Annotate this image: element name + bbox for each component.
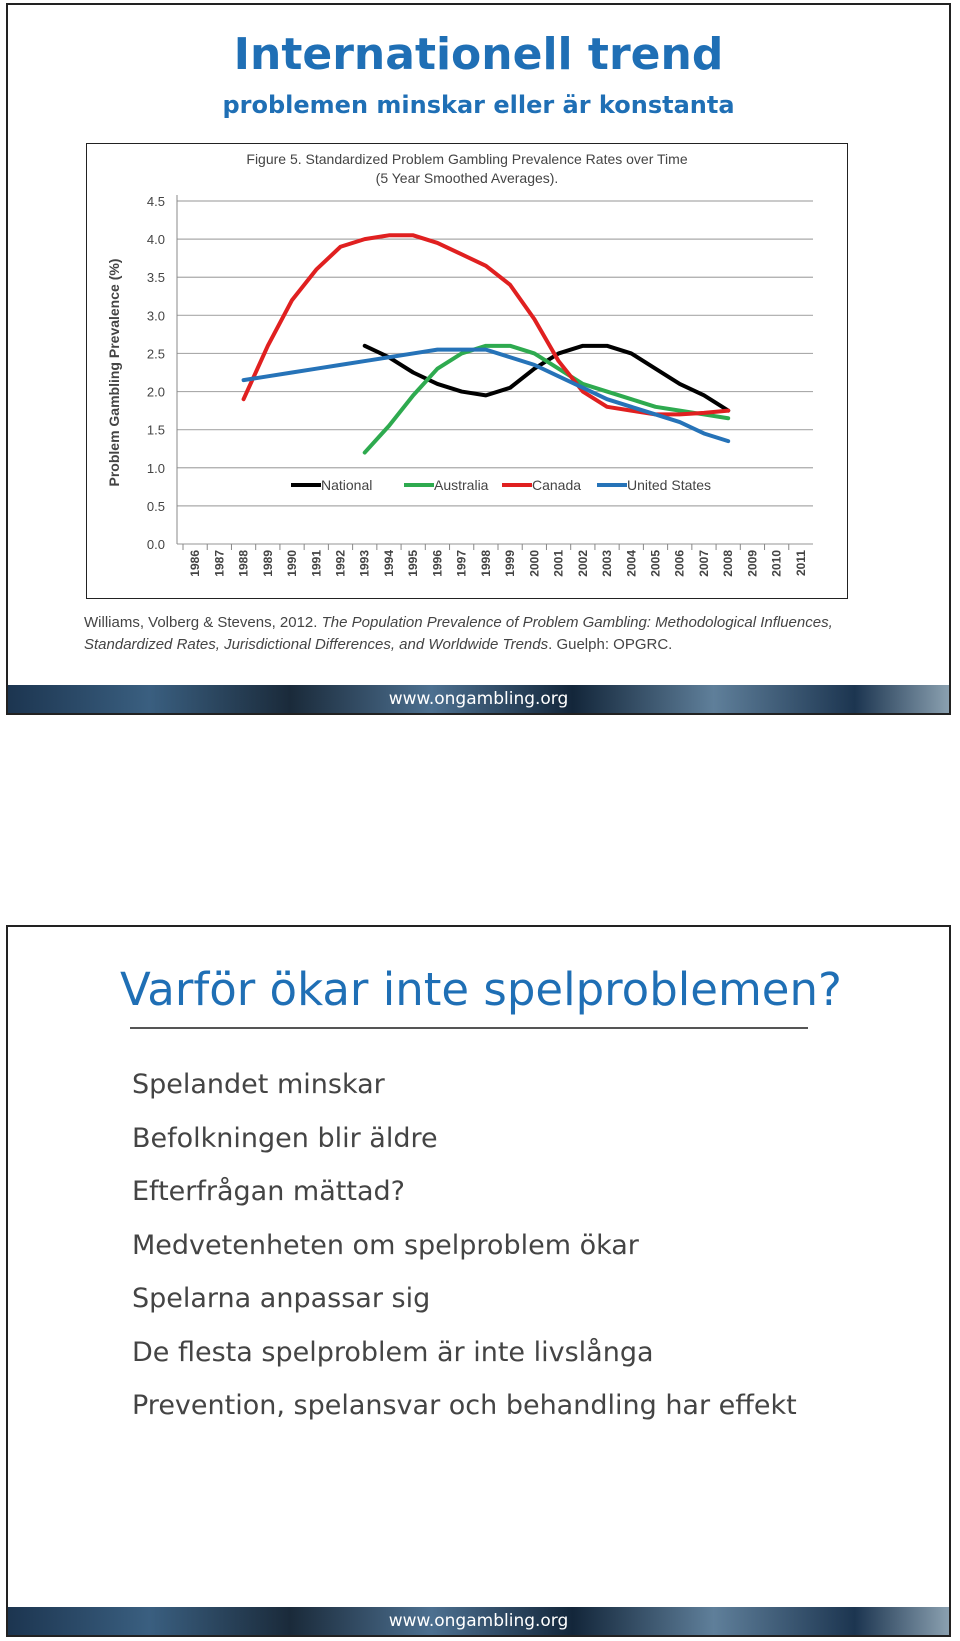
x-tick-label: 2000 <box>527 550 541 577</box>
x-tick-label: 1987 <box>212 550 226 577</box>
chart: Figure 5. Standardized Problem Gambling … <box>86 143 848 599</box>
y-tick-label: 3.0 <box>147 308 165 323</box>
x-tick-label: 1992 <box>334 550 348 577</box>
x-tick-label: 1986 <box>188 550 202 577</box>
series-line <box>241 233 731 417</box>
x-tick-label: 2008 <box>721 550 735 577</box>
footer-url: www.ongambling.org <box>388 689 569 709</box>
citation-publisher: . Guelph: OPGRC. <box>548 636 673 653</box>
list-item: Efterfrågan mättad? <box>132 1176 405 1207</box>
citation-work: The Population Prevalence of Problem Gam… <box>84 614 833 653</box>
slide: Internationell trend problemen minskar e… <box>6 3 951 715</box>
x-tick-label: 2003 <box>600 550 614 577</box>
legend-label: Australia <box>434 477 489 493</box>
chart-subtitle: (5 Year Smoothed Averages). <box>376 170 559 186</box>
y-tick-label: 1.0 <box>147 461 165 476</box>
x-tick-label: 2006 <box>673 550 687 577</box>
list-item: Spelandet minskar <box>132 1069 385 1100</box>
legend-label: Canada <box>532 477 581 493</box>
list-item: Spelarna anpassar sig <box>132 1283 431 1314</box>
x-tick-label: 1995 <box>406 550 420 577</box>
x-tick-label: 1988 <box>237 550 251 577</box>
citation-authors: Williams, Volberg & Stevens, 2012. <box>84 614 318 631</box>
x-tick-label: 2010 <box>770 550 784 577</box>
citation: Williams, Volberg & Stevens, 2012. The P… <box>84 612 884 656</box>
x-tick-label: 1990 <box>285 550 299 577</box>
slide-title: Internationell trend <box>233 29 724 80</box>
x-tick-label: 1989 <box>261 550 275 577</box>
x-tick-label: 2011 <box>794 550 808 576</box>
x-tick-label: 1994 <box>382 550 396 577</box>
series-line <box>362 343 731 455</box>
series-line <box>362 343 731 413</box>
x-tick-label: 2001 <box>552 550 566 577</box>
title-rule <box>130 1027 808 1029</box>
y-tick-label: 2.0 <box>147 385 165 400</box>
legend-label: National <box>321 477 372 493</box>
x-tick-label: 1993 <box>358 550 372 577</box>
x-tick-label: 2002 <box>576 550 590 577</box>
slide-subtitle: problemen minskar eller är konstanta <box>222 91 735 119</box>
list-item: De flesta spelproblem är inte livslånga <box>132 1336 654 1368</box>
x-tick-label: 1991 <box>309 550 323 577</box>
x-tick-label: 1998 <box>479 550 493 577</box>
legend-label: United States <box>627 477 711 493</box>
footer-banner: www.ongambling.org <box>8 685 949 713</box>
list-item: Prevention, spelansvar och behandling ha… <box>132 1390 797 1421</box>
y-tick-label: 1.5 <box>147 423 165 438</box>
x-tick-label: 2004 <box>624 550 638 577</box>
y-tick-label: 3.5 <box>147 270 165 285</box>
y-tick-label: 2.5 <box>147 346 165 361</box>
y-tick-label: 0.5 <box>147 499 165 514</box>
x-tick-label: 2005 <box>649 550 663 577</box>
list-item: Medvetenheten om spelproblem ökar <box>132 1229 639 1261</box>
list-item: Befolkningen blir äldre <box>132 1122 438 1154</box>
chart-title: Figure 5. Standardized Problem Gambling … <box>246 151 687 167</box>
item-list: Spelandet minskar Befolkningen blir äldre… <box>132 1065 797 1440</box>
x-tick-label: 1997 <box>455 550 469 577</box>
footer-url: www.ongambling.org <box>388 1611 569 1631</box>
y-tick-label: 4.0 <box>147 232 165 247</box>
y-tick-label: 0.0 <box>147 537 165 552</box>
x-tick-label: 1996 <box>430 550 444 577</box>
footer-banner: www.ongambling.org <box>8 1607 949 1635</box>
x-tick-label: 1999 <box>503 550 517 577</box>
x-tick-label: 2007 <box>697 550 711 577</box>
x-tick-label: 2009 <box>745 550 759 577</box>
slide: Varför ökar inte spelproblemen? Spelande… <box>6 925 951 1637</box>
y-axis-label: Problem Gambling Prevalence (%) <box>106 259 122 487</box>
series-line <box>241 347 731 444</box>
slide-title: Varför ökar inte spelproblemen? <box>120 963 842 1016</box>
y-tick-label: 4.5 <box>147 194 165 209</box>
